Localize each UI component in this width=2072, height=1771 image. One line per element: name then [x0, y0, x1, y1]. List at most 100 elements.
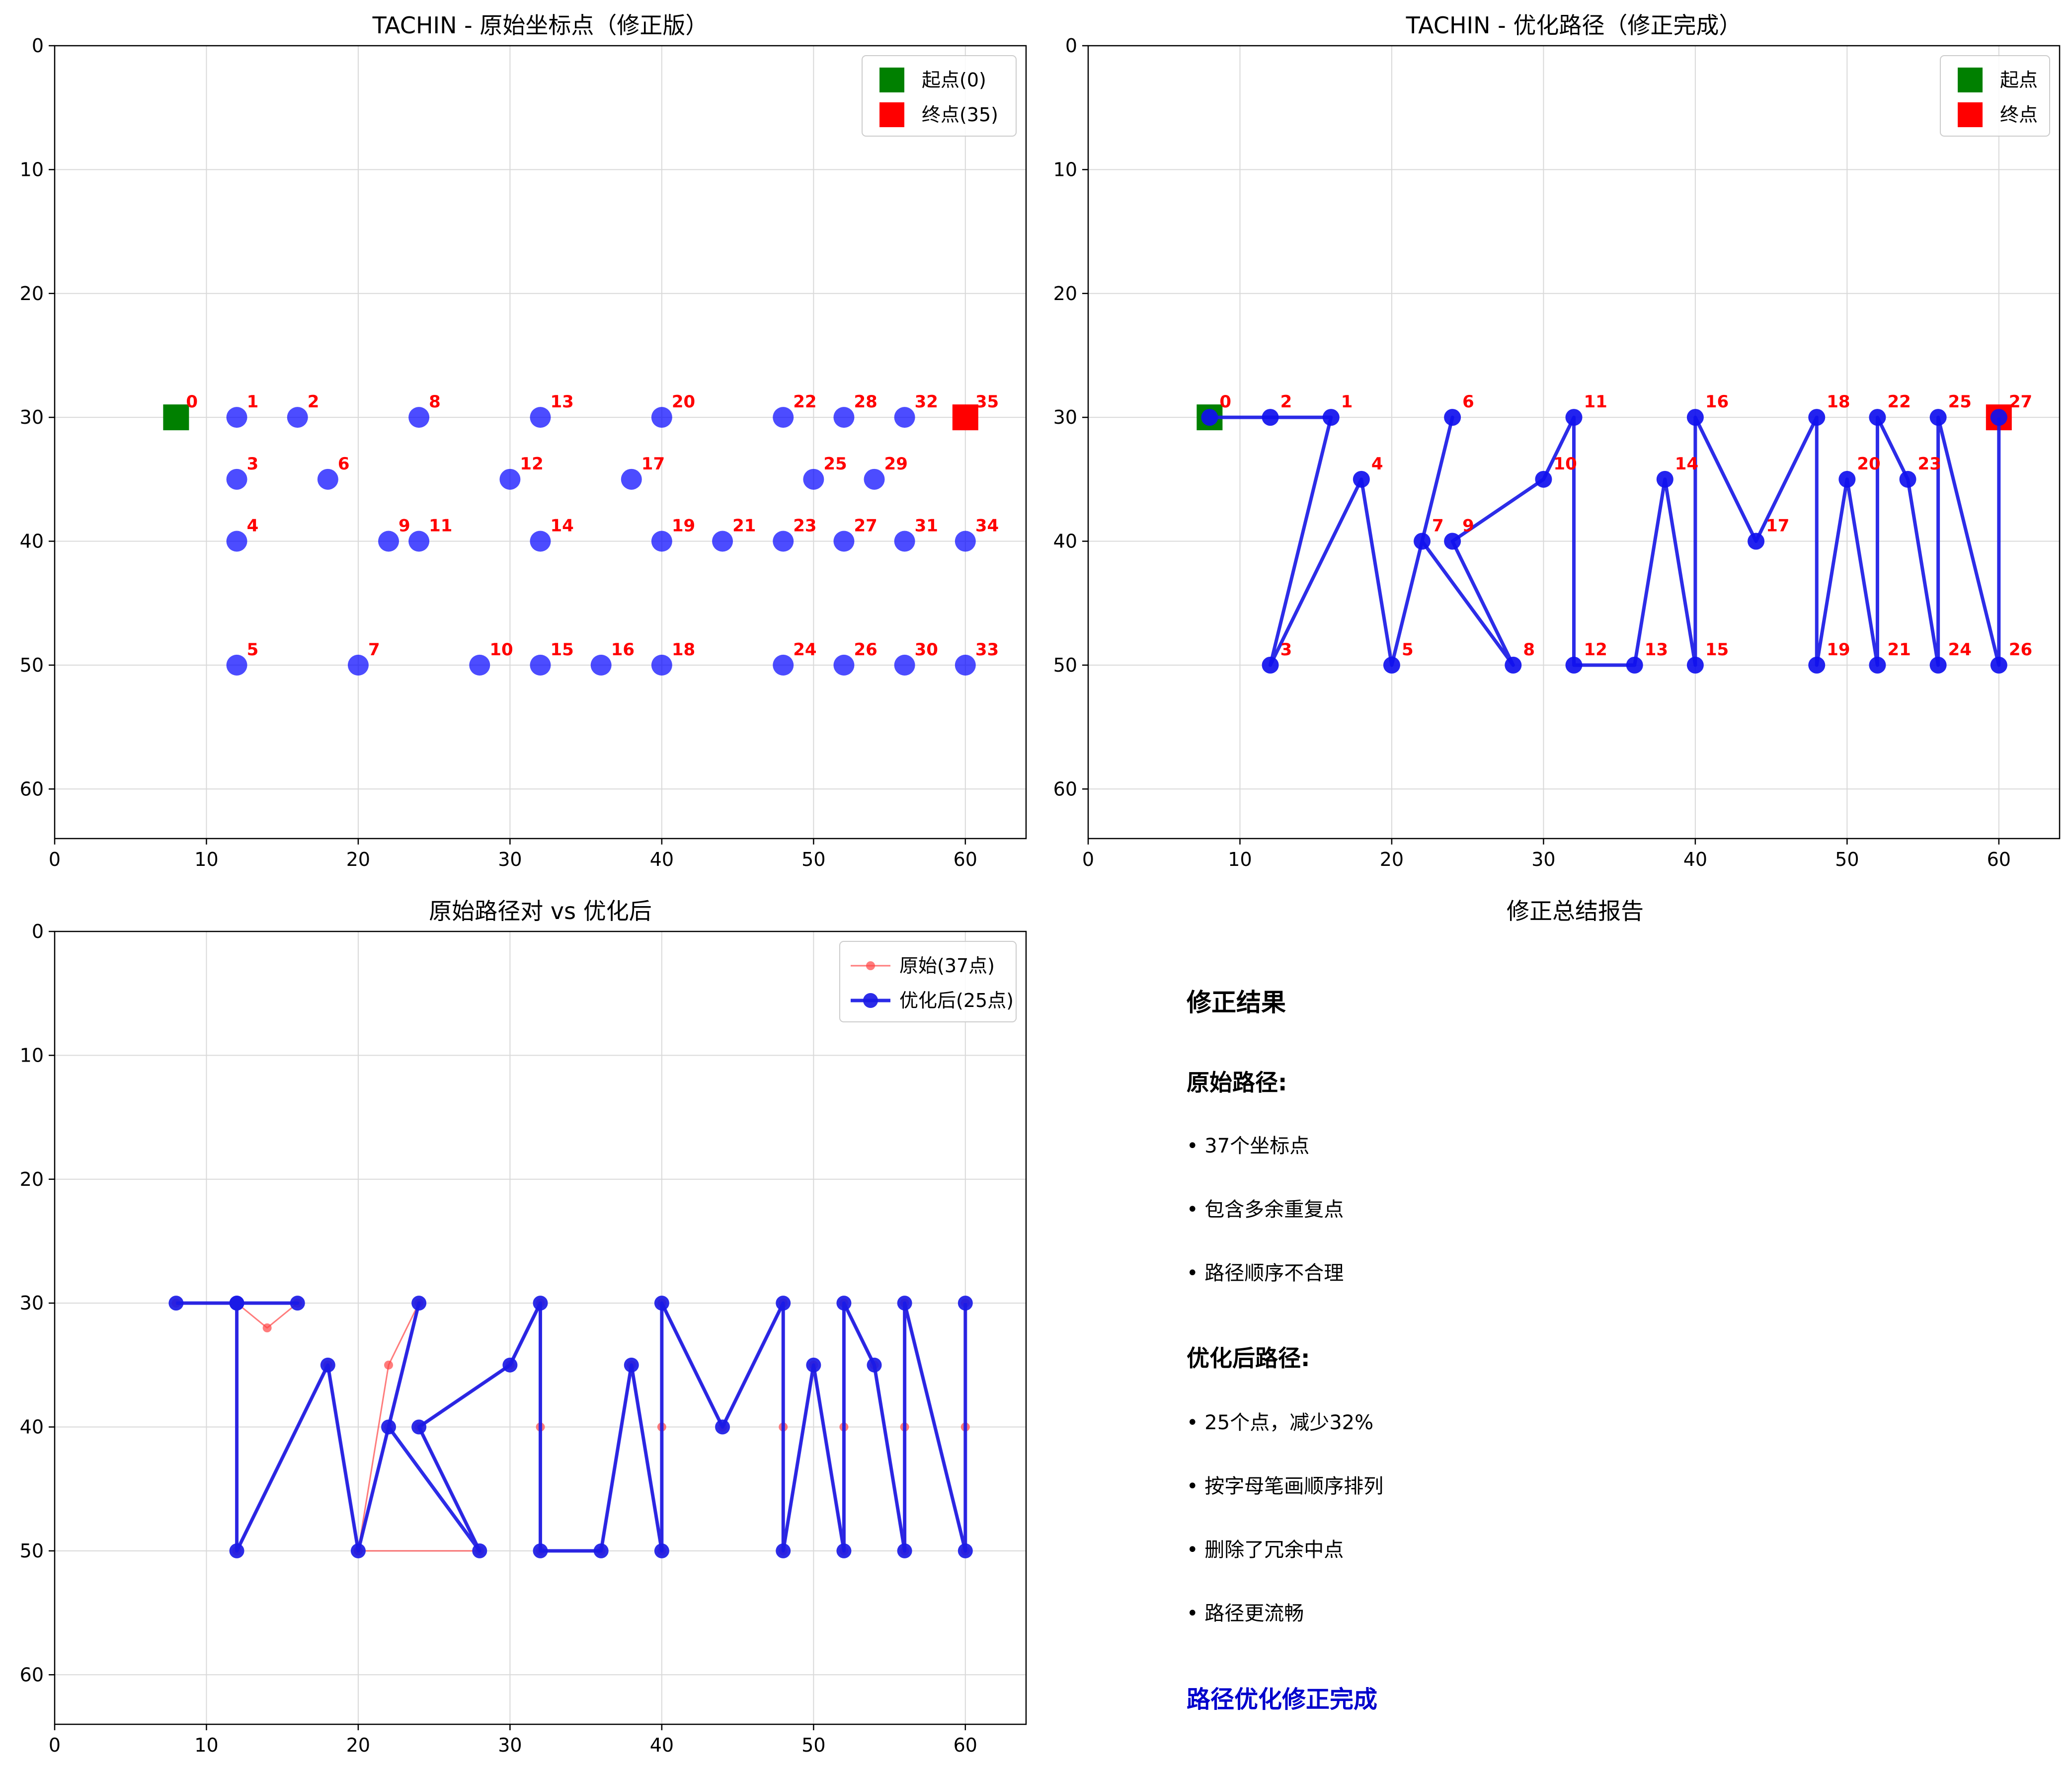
path-point [1656, 470, 1674, 488]
path-point [1808, 409, 1826, 426]
y-tick-label: 40 [20, 1416, 44, 1438]
point-label: 9 [398, 516, 410, 536]
series-point [624, 1357, 639, 1373]
series-point [776, 1543, 791, 1558]
y-tick-label: 20 [20, 283, 44, 305]
point-label: 32 [915, 392, 938, 412]
point-label: 0 [186, 392, 198, 412]
path-point [1262, 656, 1279, 674]
summary-section2-item: • 按字母笔画顺序排列 [1187, 1475, 1383, 1498]
chart-title: 原始路径对 vs 优化后 [429, 898, 651, 924]
point-label: 10 [489, 640, 513, 660]
x-tick-label: 40 [1683, 848, 1707, 870]
series-point [472, 1543, 487, 1558]
point-label: 7 [1432, 516, 1444, 536]
series-point [836, 1296, 852, 1311]
legend-label: 终点 [2000, 104, 2038, 126]
y-tick-label: 50 [20, 1540, 44, 1562]
series-point [320, 1357, 335, 1373]
summary-section1-title: 原始路径: [1187, 1069, 1287, 1096]
path-point [1990, 656, 2007, 674]
legend-label: 优化后(25点) [899, 990, 1014, 1011]
y-tick-label: 0 [32, 921, 44, 942]
series-point [867, 1357, 882, 1373]
point-label: 22 [1887, 392, 1911, 412]
point-label: 9 [1462, 516, 1474, 536]
legend-marker [863, 993, 878, 1008]
y-tick-label: 20 [1053, 283, 1077, 305]
point-label: 10 [1553, 454, 1577, 474]
summary-panel-title: 修正总结报告 [1507, 898, 1644, 924]
end-marker [952, 404, 978, 431]
point-label: 30 [915, 640, 938, 660]
path-point [1322, 409, 1340, 426]
y-tick-label: 50 [1053, 654, 1077, 676]
point-label: 16 [611, 640, 635, 660]
data-point [651, 654, 672, 676]
data-point [651, 531, 672, 552]
point-label: 20 [1857, 454, 1880, 474]
data-point [530, 654, 551, 676]
x-tick-label: 0 [49, 1734, 61, 1756]
data-point [894, 407, 915, 428]
chart-title: TACHIN - 原始坐标点（修正版） [372, 12, 709, 39]
point-label: 17 [1766, 516, 1789, 536]
x-tick-label: 50 [801, 1734, 825, 1756]
x-tick-label: 10 [194, 848, 218, 870]
y-tick-label: 0 [1065, 35, 1077, 57]
point-label: 5 [1402, 640, 1414, 660]
data-point [530, 407, 551, 428]
data-point [378, 531, 399, 552]
x-tick-label: 50 [1835, 848, 1859, 870]
point-label: 4 [247, 516, 259, 536]
data-point [530, 531, 551, 552]
point-label: 16 [1705, 392, 1729, 412]
x-tick-label: 0 [49, 848, 61, 870]
point-label: 33 [975, 640, 999, 660]
path-point [1565, 656, 1583, 674]
data-point [226, 531, 247, 552]
x-tick-label: 30 [498, 1734, 522, 1756]
path-point [1414, 533, 1431, 550]
series-point [897, 1543, 912, 1558]
path-point [1929, 409, 1947, 426]
point-label: 13 [1645, 640, 1668, 660]
data-point [226, 407, 247, 428]
point-label: 18 [672, 640, 695, 660]
path-line [1209, 415, 2001, 667]
x-tick-label: 10 [194, 1734, 218, 1756]
summary-heading: 修正结果 [1187, 988, 1286, 1017]
point-label: 26 [854, 640, 877, 660]
point-label: 35 [975, 392, 999, 412]
point-label: 21 [1887, 640, 1911, 660]
point-label: 13 [551, 392, 574, 412]
data-point [651, 407, 672, 428]
series-point [350, 1543, 366, 1558]
data-point [833, 407, 855, 428]
y-tick-label: 30 [20, 406, 44, 428]
summary-footer: 路径优化修正完成 [1187, 1686, 1377, 1713]
series-point [654, 1296, 669, 1311]
y-tick-label: 30 [1053, 406, 1077, 428]
point-label: 11 [1584, 392, 1607, 412]
data-point [894, 654, 915, 676]
point-label: 31 [915, 516, 938, 536]
y-tick-label: 50 [20, 654, 44, 676]
data-point [803, 468, 824, 490]
point-label: 3 [1280, 640, 1292, 660]
summary-section1-item: • 路径顺序不合理 [1187, 1262, 1344, 1285]
path-point [1444, 533, 1461, 550]
path-point [1353, 470, 1370, 488]
legend-marker [1958, 102, 1983, 127]
chart-panel-comparison: 0 10 20 30 40 50 60 0 10 20 30 40 50 60 原始路径对 vs 优化后原始… [20, 898, 1027, 1756]
y-tick-label: 40 [1053, 531, 1077, 552]
point-label: 25 [823, 454, 847, 474]
legend-marker [866, 961, 875, 970]
x-tick-label: 40 [650, 848, 674, 870]
data-point [226, 468, 247, 490]
axes-frame [1087, 45, 2061, 840]
point-label: 22 [793, 392, 816, 412]
summary-section1-item: • 37个坐标点 [1187, 1135, 1309, 1157]
point-label: 7 [368, 640, 380, 660]
